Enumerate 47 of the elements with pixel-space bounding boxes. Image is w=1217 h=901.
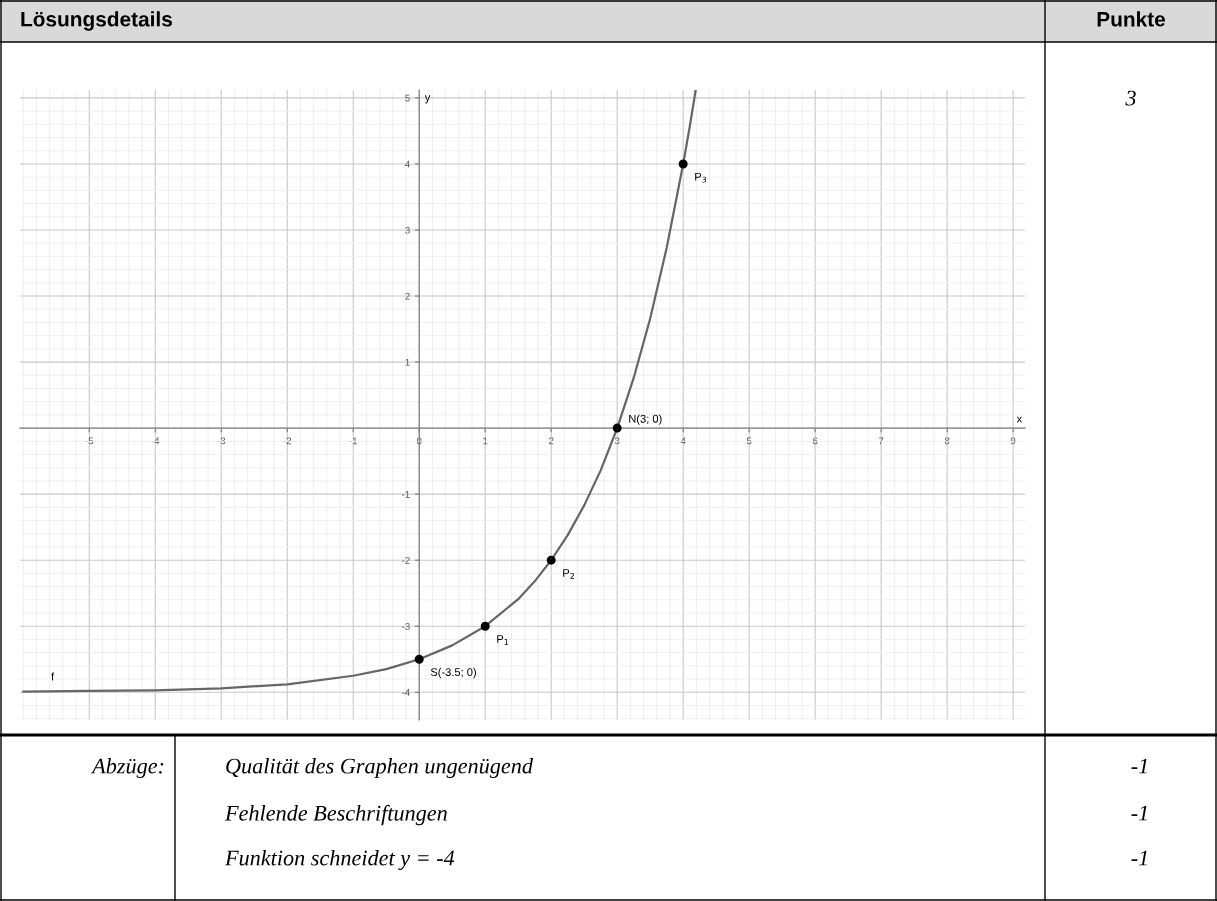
annotation: P$_{1}$ (497, 635, 509, 645)
y-tick-label: 4 (405, 160, 410, 168)
x-tick-label: -1 (349, 437, 358, 445)
y-tick-label: 3 (405, 226, 410, 234)
text: -1 (1131, 850, 1147, 866)
x-tick-label: -4 (151, 437, 160, 445)
point (414, 654, 424, 664)
y-tick-label: 5 (405, 94, 410, 102)
x-tick-label: 3 (614, 437, 620, 445)
point (480, 621, 490, 631)
x-tick-label: 2 (548, 437, 554, 445)
text: Abzüge: (90, 757, 164, 779)
y-axis-title: y (424, 95, 431, 104)
text: Funktion schneidet y = -4 (224, 849, 455, 871)
text: -1 (1131, 758, 1147, 774)
text: -1 (1131, 805, 1147, 821)
annotation: S(-3.5; 0) (430, 667, 476, 679)
chart-title: Lösungsdetails (21, 11, 172, 31)
annotation: P$_{2}$ (563, 569, 574, 579)
y-tick-label: -3 (401, 622, 410, 630)
point (612, 423, 622, 433)
y-tick-label: -1 (401, 490, 410, 498)
text: Fehlende Beschriftungen (224, 804, 447, 826)
y-tick-label: -4 (401, 689, 410, 696)
x-tick-label: -3 (217, 437, 226, 445)
x-tick-label: 4 (680, 437, 686, 445)
x-tick-label: 5 (746, 437, 752, 445)
annotation: P$_{3}$ (695, 172, 707, 183)
x-tick-label: -5 (85, 437, 94, 445)
x-tick-label: 6 (812, 437, 818, 445)
y-tick-label: -2 (401, 556, 410, 564)
x-tick-label: -2 (283, 437, 292, 445)
point (546, 555, 556, 565)
text: Punkte (1097, 11, 1166, 27)
y-tick-label: 2 (405, 292, 410, 300)
x-tick-label: 0 (416, 437, 422, 445)
point (678, 159, 688, 169)
series-label: f (51, 672, 55, 681)
y-tick-label: 1 (405, 358, 410, 366)
x-tick-label: 1 (483, 437, 488, 445)
text: Qualität des Graphen ungenügend (226, 757, 534, 779)
text: 3 (1125, 90, 1136, 106)
x-tick-label: 9 (1010, 437, 1016, 445)
annotation: N(3; 0) (629, 414, 662, 425)
x-tick-label: 7 (878, 437, 884, 445)
x-axis-title: x (1016, 416, 1023, 423)
x-tick-label: 8 (944, 437, 950, 445)
